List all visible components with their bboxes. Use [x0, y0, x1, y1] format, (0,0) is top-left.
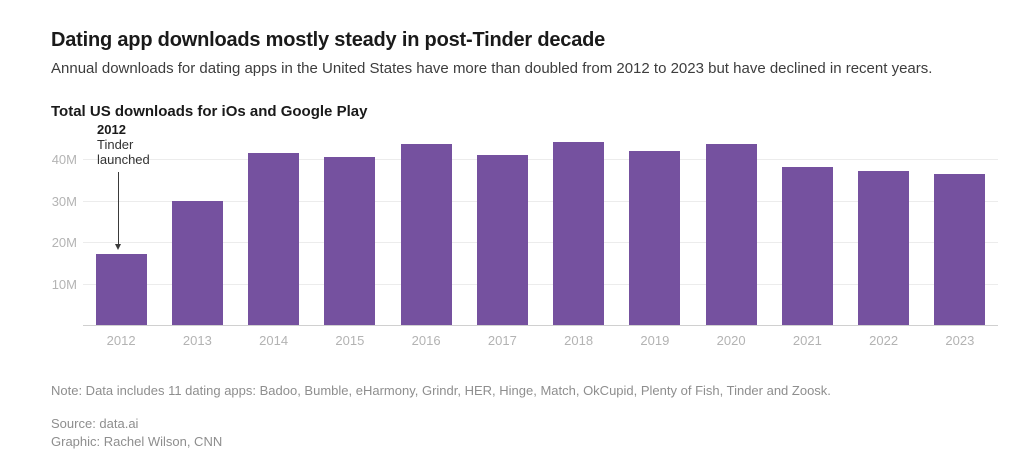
bar-slot-2017 — [464, 122, 540, 325]
x-axis-label-2015: 2015 — [335, 333, 365, 348]
x-axis-label-2013: 2013 — [182, 333, 212, 348]
annotation-text: Tinder launched — [97, 137, 150, 167]
bar-slot-2016 — [388, 122, 464, 325]
bar-slot-2021 — [769, 122, 845, 325]
chart-note: Note: Data includes 11 dating apps: Bado… — [51, 383, 831, 398]
bar-slot-2018 — [541, 122, 617, 325]
bar-chart-plot-area: 2012 Tinder launched 10M 20M 30M 40M — [51, 122, 998, 326]
source-line: Source: data.ai — [51, 416, 139, 431]
bar-2012 — [95, 254, 147, 325]
x-axis-label-2023: 2023 — [945, 333, 975, 348]
bar-2014 — [248, 152, 300, 325]
credit-line: Graphic: Rachel Wilson, CNN — [51, 434, 223, 449]
y-axis-label-30M: 30M — [51, 193, 77, 209]
x-axis-label-2016: 2016 — [411, 333, 441, 348]
bar-slot-2013 — [159, 122, 235, 325]
x-axis-label-2020: 2020 — [716, 333, 746, 348]
x-axis-label-2022: 2022 — [869, 333, 899, 348]
bar-2015 — [324, 156, 376, 325]
annotation-down-arrow-icon — [115, 172, 121, 250]
bar-2022 — [858, 171, 910, 325]
annotation-year: 2012 — [97, 122, 126, 137]
chart-credits: Source: data.ai Graphic: Rachel Wilson, … — [51, 415, 1024, 451]
annotation-tinder-launched: 2012 Tinder launched — [97, 122, 167, 167]
y-axis-label-20M: 20M — [51, 235, 77, 250]
bar-slot-2020 — [693, 122, 769, 325]
page-subtitle: Annual downloads for dating apps in the … — [51, 60, 933, 77]
bar-slot-2023 — [922, 122, 998, 325]
page-title: Dating app downloads mostly steady in po… — [51, 29, 606, 51]
bar-slot-2014 — [236, 122, 312, 325]
x-axis-label-2018: 2018 — [564, 333, 594, 348]
y-axis-label-10M: 10M — [51, 276, 77, 292]
x-axis-label-2019: 2019 — [640, 333, 670, 348]
bar-2021 — [781, 167, 833, 325]
bar-2020 — [705, 144, 757, 325]
chart-title: Total US downloads for iOs and Google Pl… — [51, 103, 368, 120]
x-axis-label-2012: 2012 — [106, 333, 136, 348]
x-axis-label-2021: 2021 — [792, 333, 822, 348]
bar-2016 — [400, 144, 452, 325]
x-axis-label-2014: 2014 — [259, 333, 289, 348]
gridline-30M — [83, 200, 998, 202]
bar-2017 — [476, 154, 528, 325]
gridline-40M — [83, 159, 998, 160]
bar-2023 — [934, 173, 986, 325]
gridline-10M — [83, 283, 998, 285]
bar-slot-2012 — [83, 122, 159, 325]
x-axis-label-2017: 2017 — [487, 333, 517, 348]
bar-2019 — [629, 150, 681, 325]
gridline-20M — [83, 242, 998, 243]
x-axis-baseline — [83, 325, 998, 326]
bar-2013 — [171, 200, 223, 325]
bar-2018 — [553, 142, 605, 325]
bar-slot-2019 — [617, 122, 693, 325]
x-axis-labels: 2012 2013 2014 2015 2016 2017 2018 2019 2020 2021… — [83, 333, 998, 348]
bar-slot-2015 — [312, 122, 388, 325]
y-axis-label-40M: 40M — [51, 152, 77, 167]
bar-slot-2022 — [846, 122, 922, 325]
bars-container — [83, 122, 998, 325]
